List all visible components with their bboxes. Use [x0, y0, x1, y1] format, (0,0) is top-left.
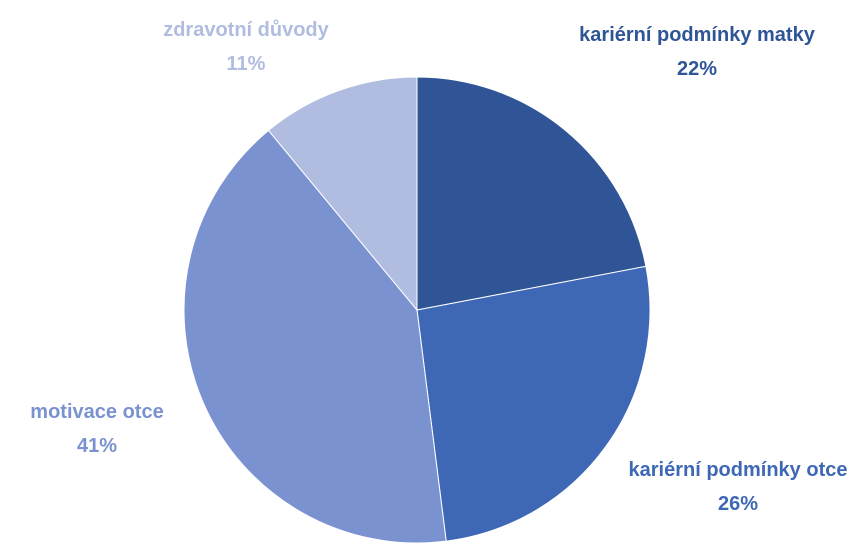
slice-label: zdravotní důvody 11%: [136, 13, 356, 81]
percent-label: 22%: [676, 58, 718, 80]
pie-slice: [183, 129, 447, 544]
pie-slice: [416, 76, 647, 311]
percent-label: 26%: [717, 493, 759, 515]
category-label: zdravotní důvody: [163, 19, 329, 41]
category-label: kariérní podmínky otce: [628, 459, 848, 481]
slice-label: kariérní podmínky matky 22%: [577, 18, 817, 86]
category-label: kariérní podmínky matky: [579, 24, 815, 46]
slice-label: kariérní podmínky otce 26%: [618, 453, 852, 521]
slice-label: motivace otce 41%: [0, 395, 197, 463]
percent-label: 41%: [76, 435, 118, 457]
pie-slice: [416, 265, 651, 542]
percent-label: 11%: [226, 53, 266, 75]
category-label: motivace otce: [30, 401, 164, 423]
pie-slice: [267, 76, 418, 312]
